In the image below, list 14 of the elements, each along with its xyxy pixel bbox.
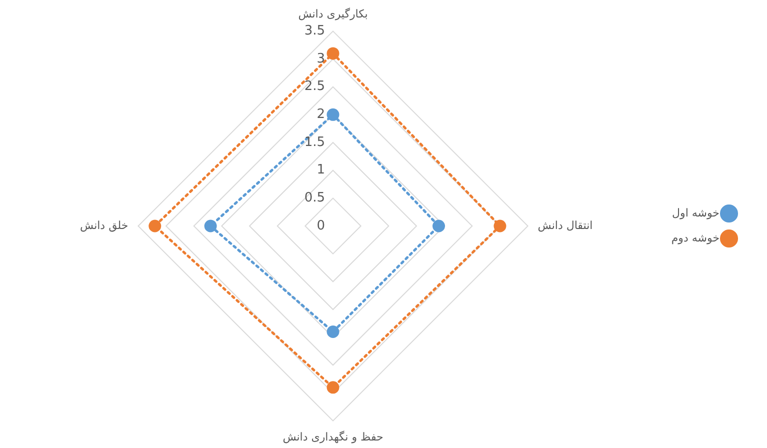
y-tick-label: 1.5	[304, 134, 325, 150]
spoke-label: حفظ و نگهداری دانش	[282, 430, 384, 444]
y-tick-label: 3	[316, 51, 325, 66]
y-tick-label: 2.5	[304, 79, 325, 94]
y-tick-label: 0.5	[304, 190, 325, 206]
spoke-label: انتقال دانش	[538, 218, 593, 232]
legend-label: خوشه اول	[672, 206, 720, 220]
y-tick-label: 0	[316, 218, 325, 234]
y-tick-label: 3.5	[304, 24, 325, 39]
y-tick-label: 2	[316, 107, 325, 122]
legend-label: خوشه دوم	[671, 231, 720, 244]
spoke-label: بکارگیری دانش	[298, 7, 368, 20]
spoke-label: خلق دانش	[80, 218, 128, 232]
y-tick-label: 1	[316, 162, 325, 178]
